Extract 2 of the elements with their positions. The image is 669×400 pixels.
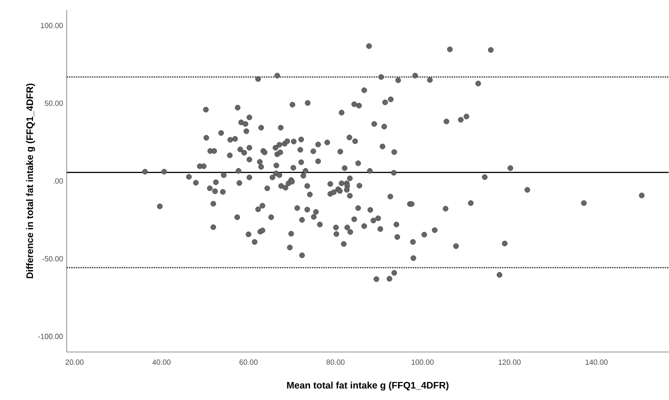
- y-axis-title: Difference in total fat intake g (FFQ1_4DFR): [26, 84, 35, 278]
- x-axis-title: Mean total fat intake g (FFQ1_4DFR): [287, 382, 448, 391]
